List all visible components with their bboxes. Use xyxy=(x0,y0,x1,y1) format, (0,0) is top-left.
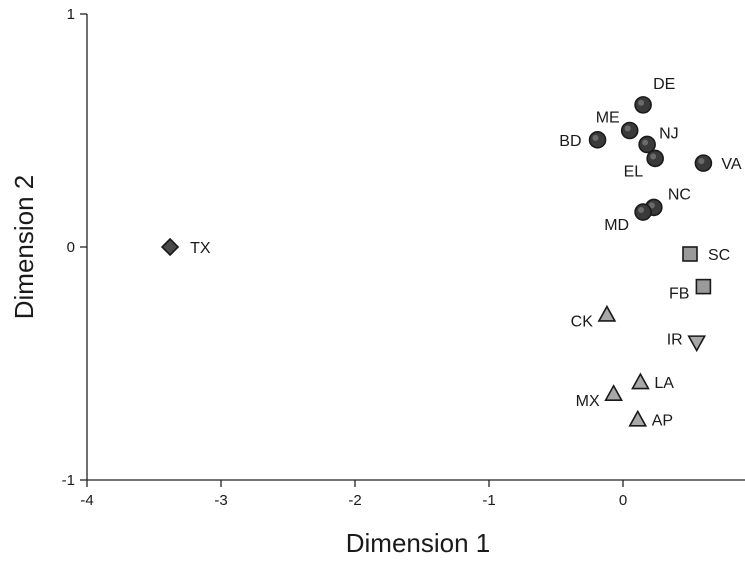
data-point-fb: FB xyxy=(669,278,712,303)
x-tick-label: -1 xyxy=(482,492,495,509)
triangle-down-marker xyxy=(687,335,707,353)
x-axis-title: Dimension 1 xyxy=(346,528,491,558)
data-point-la: LA xyxy=(631,372,674,392)
point-label: DE xyxy=(653,76,675,93)
triangle-up-marker xyxy=(604,384,623,401)
triangle-up-marker xyxy=(631,372,650,390)
data-point-ap: AP xyxy=(628,409,673,429)
point-label: MX xyxy=(576,393,600,410)
data-point-bd: BD xyxy=(559,131,607,150)
x-tick-label: -3 xyxy=(214,492,227,509)
x-tick-label: -4 xyxy=(80,492,93,509)
point-label: ME xyxy=(596,110,620,127)
ticks: -4 -3 -2 -1 0 -1 0 1 xyxy=(62,6,628,509)
axes xyxy=(86,14,745,481)
data-point-ck: CK xyxy=(571,304,617,331)
point-label: NC xyxy=(668,186,691,203)
point-label: FB xyxy=(669,286,689,303)
point-label: SC xyxy=(708,247,730,264)
data-point-de: DE xyxy=(634,76,675,114)
x-tick-label: -2 xyxy=(348,492,361,509)
circle-marker-highlight xyxy=(638,99,645,106)
data-point-va: VA xyxy=(694,154,742,173)
point-label: VA xyxy=(721,156,741,173)
data-point-nj: NJ xyxy=(638,125,679,154)
circle-marker-highlight xyxy=(624,125,631,132)
point-label: BD xyxy=(559,133,581,150)
point-label: NJ xyxy=(659,125,679,142)
data-point-ir: IR xyxy=(667,332,707,353)
data-point-el: EL xyxy=(624,149,664,180)
diamond-marker xyxy=(160,237,180,257)
circle-marker-highlight xyxy=(642,139,649,146)
data-point-md: MD xyxy=(604,203,652,234)
point-label: MD xyxy=(604,217,629,234)
circle-marker-highlight xyxy=(592,134,599,141)
circle-marker-highlight xyxy=(698,158,705,165)
x-tick-label: 0 xyxy=(619,492,627,509)
data-point-me: ME xyxy=(596,110,639,140)
point-label: IR xyxy=(667,332,683,349)
circle-marker-highlight xyxy=(648,202,655,209)
triangle-up-marker xyxy=(628,409,648,427)
data-point-nc: NC xyxy=(645,186,691,217)
square-marker xyxy=(682,246,698,262)
y-tick-label: 0 xyxy=(67,239,75,256)
data-points: DE ME BD NJ EL VA NC MD TX SC FB CK LA MX AP IR xyxy=(160,76,742,429)
circle-marker-highlight xyxy=(650,153,657,160)
point-label: TX xyxy=(190,240,211,257)
data-point-mx: MX xyxy=(576,384,623,410)
point-label: CK xyxy=(571,314,594,331)
y-tick-label: 1 xyxy=(67,6,75,23)
point-label: EL xyxy=(624,163,644,180)
point-label: AP xyxy=(652,412,673,429)
y-tick-label: -1 xyxy=(62,472,75,489)
data-point-tx: TX xyxy=(160,237,211,257)
triangle-up-marker xyxy=(597,304,617,322)
data-point-sc: SC xyxy=(682,246,730,264)
y-axis-title: Dimension 2 xyxy=(9,175,39,320)
square-marker xyxy=(695,278,712,295)
circle-marker-highlight xyxy=(638,207,645,214)
point-label: LA xyxy=(654,375,674,392)
